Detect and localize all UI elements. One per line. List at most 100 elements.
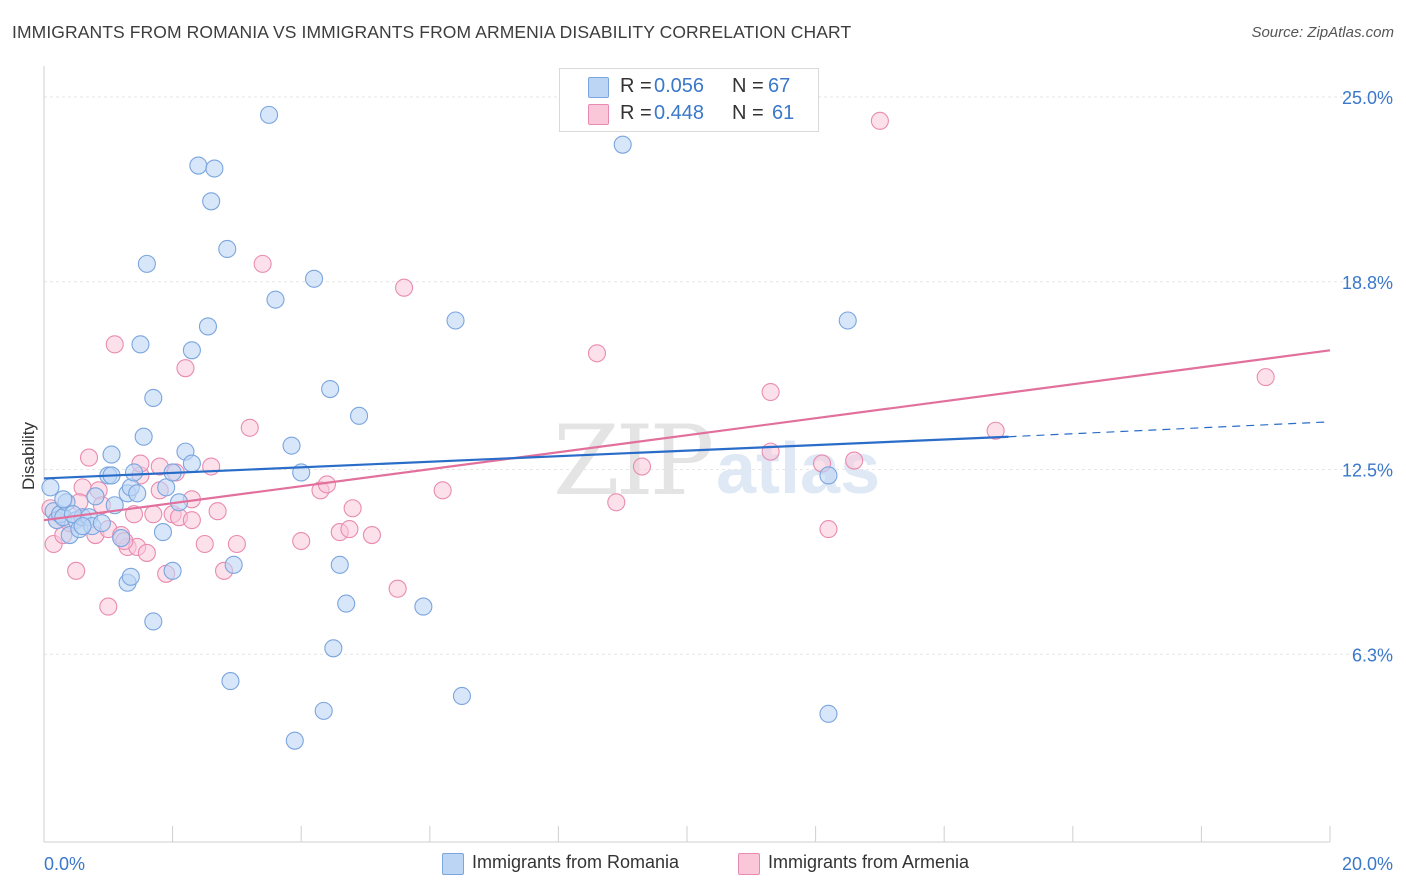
armenia-point <box>105 335 124 354</box>
romania-point <box>414 597 433 616</box>
watermark-zip: ZIP <box>553 405 714 517</box>
romania-point <box>221 672 240 691</box>
grid-lines <box>44 96 1392 655</box>
romania-point <box>102 445 121 464</box>
axes <box>43 66 1331 843</box>
romania-point <box>92 514 111 533</box>
romania-point <box>266 290 285 309</box>
armenia-point <box>67 561 86 580</box>
axis-labels: 6.3% 12.5% 18.8% 25.0% 0.0% 20.0% Disability <box>19 88 1393 874</box>
romania-trend-extension <box>1008 421 1331 438</box>
legend-row-armenia: R = 0.448 N = 61 <box>560 100 818 128</box>
armenia-point <box>819 520 838 539</box>
romania-point <box>153 523 173 542</box>
romania-point <box>285 731 304 750</box>
y-axis-title: Disability <box>19 421 38 490</box>
armenia-point <box>227 534 246 554</box>
legend-n-label: N = <box>732 102 764 124</box>
romania-point <box>218 239 237 259</box>
armenia-point <box>176 359 195 378</box>
armenia-point <box>253 254 272 273</box>
romania-point <box>202 192 221 211</box>
romania-point <box>819 704 838 723</box>
armenia-point <box>761 382 780 402</box>
trend-lines <box>43 349 1331 522</box>
armenia-point <box>137 543 156 562</box>
legend: R = 0.056 N = 67 R = 0.448 N = 61 <box>559 68 819 132</box>
romania-point <box>446 311 465 330</box>
armenia-point <box>182 511 201 530</box>
romania-swatch <box>442 853 464 875</box>
legend-r-label: R = <box>620 75 652 97</box>
romania-point <box>144 612 163 631</box>
romania-point <box>144 388 163 408</box>
romania-point <box>350 406 369 425</box>
y-tick-label: 25.0% <box>1342 88 1393 108</box>
romania-point <box>137 254 156 273</box>
armenia-point <box>79 448 99 467</box>
x-tick-label: 20.0% <box>1342 854 1393 874</box>
romania-point <box>163 561 182 580</box>
romania-point <box>41 478 60 497</box>
armenia-trend-line <box>43 349 1331 522</box>
armenia-point <box>124 505 144 524</box>
romania-point <box>330 555 349 574</box>
armenia-label: Immigrants from Armenia <box>768 852 970 872</box>
legend-row-romania: R = 0.056 N = 67 <box>560 73 818 101</box>
romania-point <box>321 379 340 399</box>
armenia-swatch <box>588 104 609 125</box>
armenia-point <box>195 534 214 554</box>
armenia-point <box>99 597 118 616</box>
legend-r-label: R = <box>620 102 652 124</box>
chart-title: IMMIGRANTS FROM ROMANIA VS IMMIGRANTS FR… <box>12 22 852 42</box>
armenia-point <box>343 499 362 518</box>
armenia-point <box>607 493 626 512</box>
romania-point <box>131 335 150 354</box>
romania-point <box>838 311 857 330</box>
legend-n-value: 61 <box>772 102 795 124</box>
armenia-points <box>41 111 1275 616</box>
romania-point <box>819 466 838 485</box>
romania-point <box>259 105 279 124</box>
source-credit: Source: ZipAtlas.com <box>1251 24 1394 41</box>
legend-r-value: 0.448 <box>654 102 705 124</box>
romania-point <box>182 341 201 360</box>
romania-point <box>124 463 144 482</box>
romania-point <box>613 135 632 154</box>
armenia-point <box>986 421 1005 440</box>
x-tick-label: 0.0% <box>44 854 85 874</box>
romania-point <box>73 517 92 536</box>
armenia-point <box>292 531 311 551</box>
y-tick-label: 12.5% <box>1342 461 1393 481</box>
armenia-point <box>870 111 889 130</box>
armenia-point <box>208 502 227 521</box>
romania-point <box>452 686 472 706</box>
armenia-point <box>845 451 864 470</box>
armenia-point <box>395 278 414 297</box>
y-tick-label: 6.3% <box>1352 645 1393 665</box>
romania-point <box>128 484 147 503</box>
romania-point <box>337 594 356 613</box>
armenia-point <box>240 418 259 437</box>
romania-points <box>41 105 857 750</box>
romania-point <box>182 454 201 473</box>
legend-n-label: N = <box>732 75 764 97</box>
armenia-point <box>388 579 407 598</box>
romania-point <box>282 436 301 455</box>
romania-label: Immigrants from Romania <box>472 852 680 872</box>
romania-point <box>112 528 131 548</box>
armenia-point <box>1256 368 1275 387</box>
armenia-point <box>144 505 163 524</box>
romania-point <box>305 269 324 288</box>
armenia-point <box>433 481 452 500</box>
romania-point <box>224 555 243 574</box>
armenia-point <box>632 457 652 476</box>
armenia-swatch <box>738 853 760 875</box>
romania-swatch <box>588 77 609 98</box>
armenia-point <box>340 520 359 539</box>
legend-n-value: 67 <box>768 75 791 97</box>
romania-point <box>121 567 140 586</box>
romania-point <box>314 701 333 720</box>
romania-point <box>198 317 218 336</box>
romania-point <box>54 490 73 509</box>
